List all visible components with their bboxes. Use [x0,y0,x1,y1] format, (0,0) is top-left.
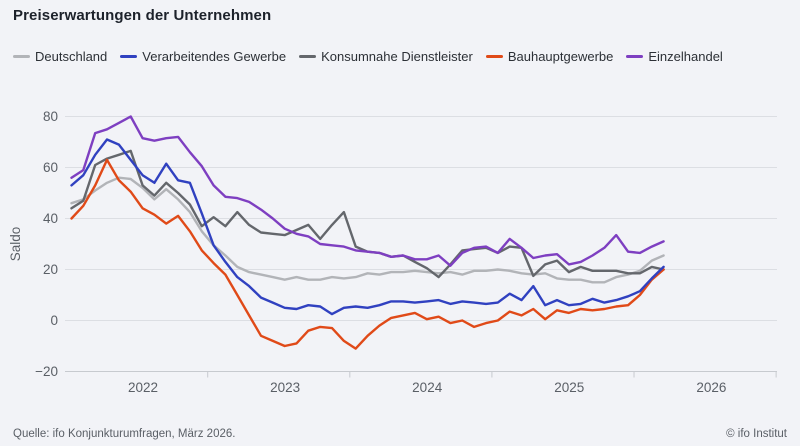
y-tick-label: 0 [50,313,58,328]
x-tick-label-2023: 2023 [270,380,300,395]
legend-swatch-bauhauptgewerbe [485,55,503,58]
y-tick-label: 80 [43,109,58,124]
source-note: Quelle: ifo Konjunkturumfragen, März 202… [13,428,236,440]
footer: Quelle: ifo Konjunkturumfragen, März 202… [13,428,787,440]
line-verarbeitendes-gewerbe [70,138,665,316]
legend-label: Einzelhandel [648,49,723,64]
legend-item-deutschland[interactable]: Deutschland [13,49,107,64]
legend-label: Konsumnahe Dienstleister [321,49,473,64]
line-einzelhandel [70,115,665,267]
y-tick-label: −20 [35,364,58,379]
legend-swatch-konsumnahe-dienstleister [299,55,317,58]
legend-item-konsumnahe-dienstleister[interactable]: Konsumnahe Dienstleister [299,49,473,64]
x-tick-label-2024: 2024 [412,380,443,395]
legend: Deutschland Verarbeitendes Gewerbe Konsumn… [13,49,794,64]
legend-label: Deutschland [35,49,108,64]
y-tick-label: 20 [43,262,58,277]
x-tick-label-2025: 2025 [554,380,584,395]
legend-item-einzelhandel[interactable]: Einzelhandel [626,49,723,64]
y-tick-label: 60 [43,160,58,175]
legend-swatch-einzelhandel [626,55,644,58]
line-deutschland [70,176,665,284]
legend-label: Bauhauptgewerbe [507,49,614,64]
y-tick-label: 40 [43,211,58,226]
legend-item-verarbeitendes-gewerbe[interactable]: Verarbeitendes Gewerbe [120,49,286,64]
line-konsumnahe-dienstleister [70,149,665,279]
legend-swatch-deutschland [13,55,30,58]
x-tick-label-2026: 2026 [696,380,726,395]
page-title: Preiserwartungen der Unternehmen [13,7,272,24]
legend-swatch-verarbeitendes-gewerbe [120,55,138,58]
legend-label: Verarbeitendes Gewerbe [142,49,287,64]
line-bauhauptgewerbe [70,158,665,350]
legend-item-bauhauptgewerbe[interactable]: Bauhauptgewerbe [485,49,614,64]
y-axis-label: Saldo [8,227,23,262]
copyright-note: © ifo Institut [726,428,787,440]
x-tick-label-2022: 2022 [128,380,158,395]
